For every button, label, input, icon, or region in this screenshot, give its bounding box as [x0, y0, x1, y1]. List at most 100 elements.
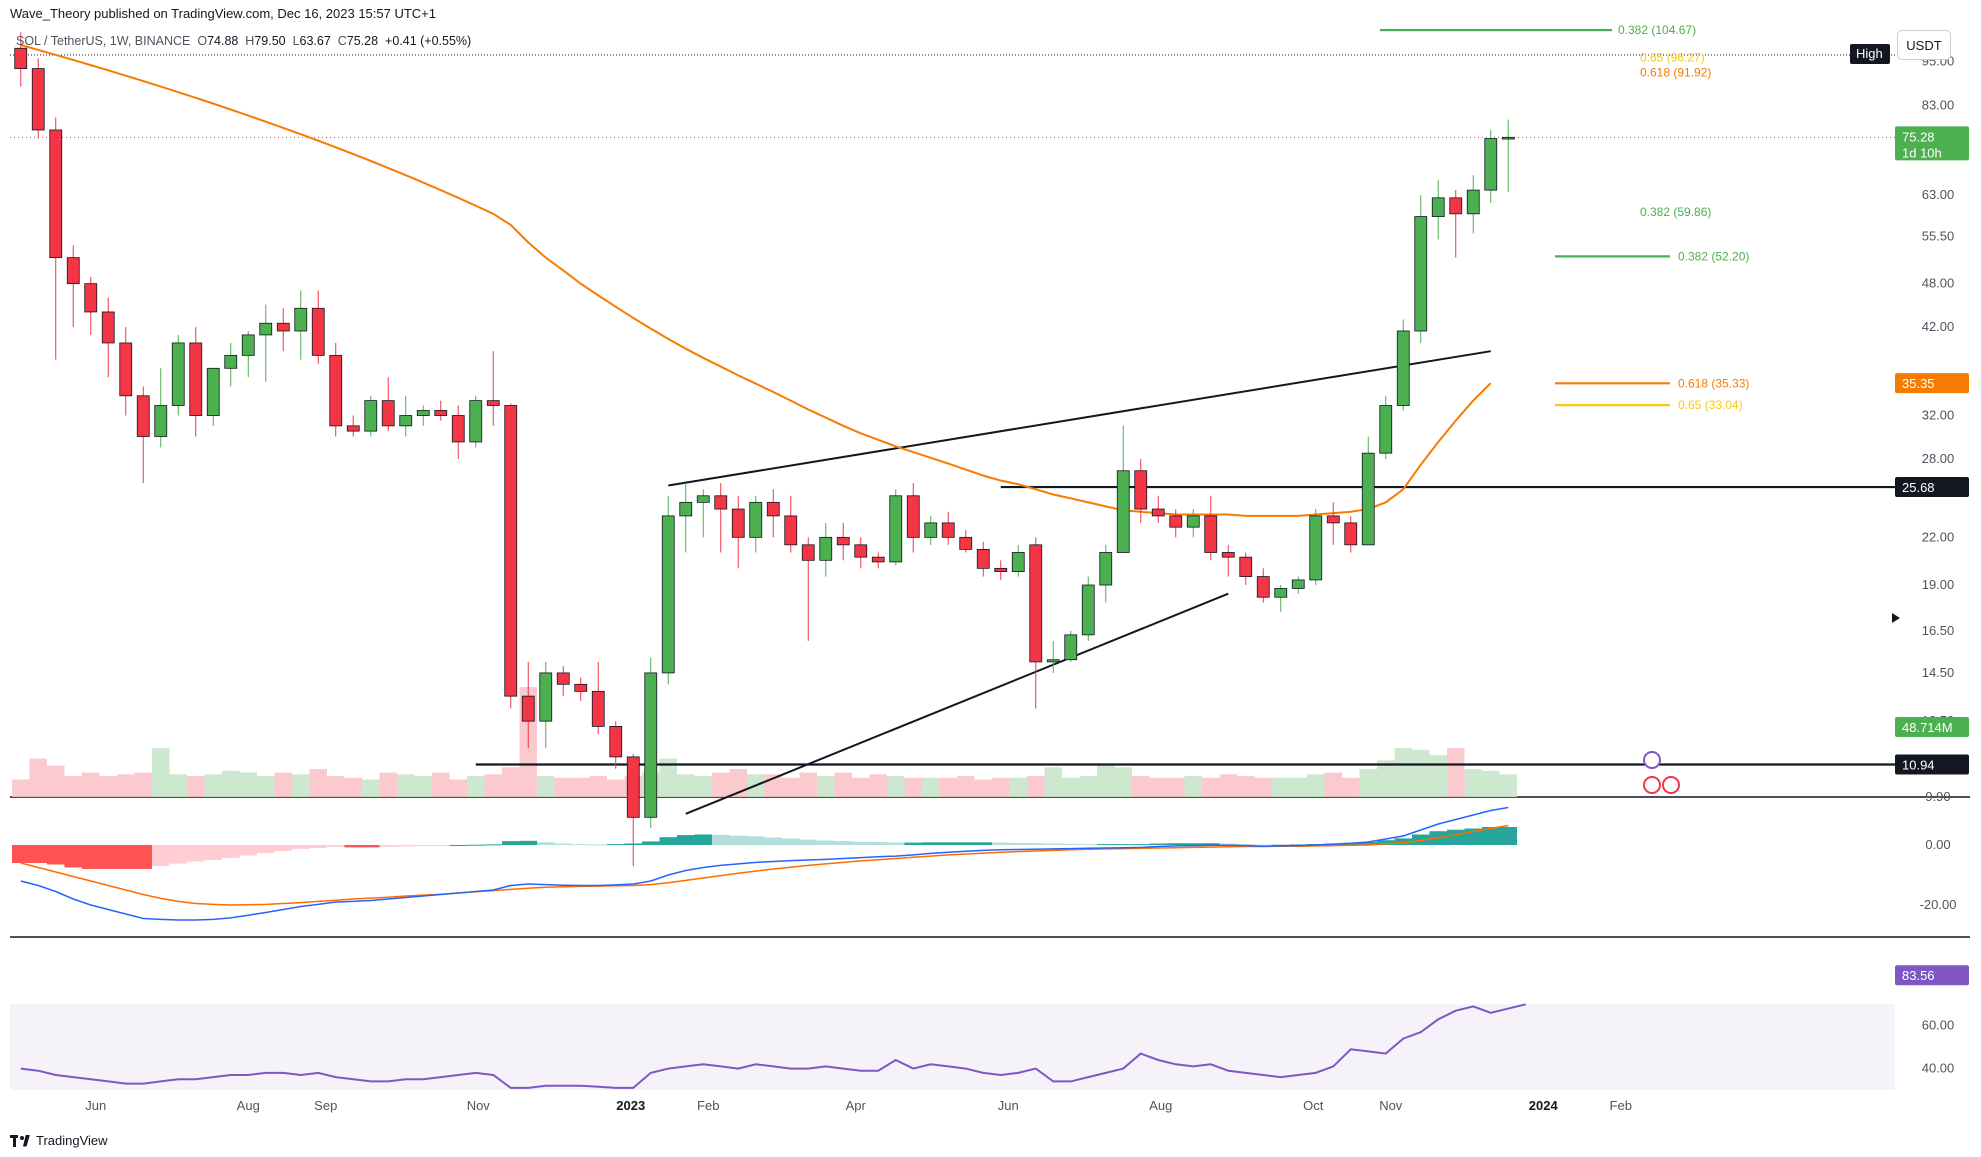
volume-bar	[1062, 777, 1080, 797]
volume-bar	[1044, 767, 1062, 797]
macd-histogram-bar	[432, 845, 450, 846]
currency-button[interactable]: USDT	[1897, 30, 1951, 60]
volume-bar	[1009, 777, 1027, 797]
volume-bar	[904, 777, 922, 797]
macd-histogram-bar	[362, 845, 380, 848]
macd-histogram-bar	[397, 845, 415, 847]
candle-body	[1449, 197, 1463, 215]
candle-body	[1186, 515, 1200, 528]
time-axis-tick: Jun	[998, 1098, 1019, 1113]
volume-bar	[344, 777, 362, 797]
candle-body	[626, 756, 640, 818]
volume-bar	[607, 779, 625, 797]
volume-bar	[817, 776, 835, 797]
macd-histogram-bar	[799, 839, 817, 845]
volume-bar	[1149, 777, 1167, 797]
volume-bar	[187, 776, 205, 797]
candle-body	[766, 501, 780, 517]
macd-histogram-bar	[957, 842, 975, 845]
macd-histogram-bar	[712, 834, 730, 845]
macd-histogram-bar	[1114, 844, 1132, 846]
candle-body	[311, 307, 325, 356]
candle-body	[574, 683, 588, 692]
macd-histogram-bar	[64, 845, 82, 868]
price-axis-tick: 48.00	[1922, 276, 1955, 291]
macd-axis-tick: 0.00	[1925, 837, 1950, 852]
volume-bar	[1377, 760, 1395, 797]
macd-histogram-bar	[642, 841, 660, 845]
volume-bar	[1447, 748, 1465, 797]
volume-bar	[659, 758, 677, 797]
candle-body	[1414, 216, 1428, 332]
level-upper-label-box	[1895, 477, 1969, 498]
symbol-name: SOL / TetherUS, 1W, BINANCE	[16, 34, 191, 48]
volume-bar	[834, 772, 852, 797]
fib-level-label: 0.65 (96.27)	[1640, 50, 1705, 64]
level-lower-label-box	[1895, 754, 1969, 775]
macd-histogram-bar	[519, 840, 537, 845]
candle-body	[889, 495, 903, 563]
volume-bar	[957, 776, 975, 797]
candle-body	[1274, 588, 1288, 598]
macd-histogram-bar	[677, 835, 695, 845]
price-axis-tick: 9.90	[1925, 789, 1950, 804]
macd-histogram-bar	[1079, 844, 1097, 846]
price-axis-tick: 16.50	[1922, 623, 1955, 638]
time-axis-tick: Nov	[467, 1098, 491, 1113]
volume-bar	[449, 779, 467, 797]
tradingview-logo: TradingView	[10, 1133, 108, 1148]
volume-bar	[1219, 774, 1237, 797]
volume-bar	[782, 777, 800, 797]
price-axis-tick: 32.00	[1922, 408, 1955, 423]
fib-level-label: 0.618 (91.92)	[1640, 65, 1711, 79]
volume-bar	[502, 767, 520, 797]
macd-histogram-bar	[1499, 827, 1517, 845]
macd-histogram-bar	[1044, 843, 1062, 845]
macd-histogram-bar	[344, 845, 362, 848]
price-axis-tick: 22.00	[1922, 529, 1955, 544]
candle-body	[539, 672, 553, 722]
macd-histogram-bar	[239, 845, 257, 856]
tradingview-brand: TradingView	[36, 1133, 108, 1148]
volume-bar	[12, 779, 30, 797]
time-axis-tick: 2024	[1529, 1098, 1559, 1113]
candle-body	[1064, 634, 1078, 661]
event-icon	[1643, 776, 1661, 794]
tradingview-logo-icon	[10, 1134, 30, 1147]
candle-body	[451, 415, 465, 443]
macd-histogram-bar	[764, 837, 782, 845]
volume-bar	[257, 776, 275, 797]
candle-body	[1029, 544, 1043, 663]
trendline	[668, 350, 1491, 487]
candle-body	[819, 536, 833, 561]
symbol-legend[interactable]: SOL / TetherUS, 1W, BINANCE O74.88 H79.5…	[16, 34, 471, 48]
time-axis-tick: Feb	[1610, 1098, 1632, 1113]
candle-body	[714, 495, 728, 510]
volume-bar	[1499, 774, 1517, 797]
macd-histogram-bar	[852, 841, 870, 845]
candle-body	[14, 47, 28, 69]
volume-value-label: 48.714M	[1902, 720, 1953, 735]
candle-body	[469, 400, 483, 443]
time-axis-tick: Oct	[1303, 1098, 1324, 1113]
volume-bar	[712, 772, 730, 797]
macd-histogram-bar	[1009, 842, 1027, 845]
candle-body	[661, 515, 675, 674]
volume-bar	[554, 777, 572, 797]
volume-bar	[1307, 774, 1325, 797]
candle-body	[84, 283, 98, 313]
volume-bar	[82, 772, 100, 797]
candle-body	[364, 400, 378, 432]
macd-histogram-bar	[869, 842, 887, 845]
price-axis-tick: 14.50	[1922, 665, 1955, 680]
macd-histogram-bar	[992, 842, 1010, 845]
volume-bar	[274, 772, 292, 797]
candle-body	[1239, 556, 1253, 577]
price-axis-tick: 42.00	[1922, 319, 1955, 334]
macd-histogram-bar	[222, 845, 240, 858]
macd-histogram-bar	[47, 845, 65, 865]
volume-bar	[1394, 748, 1412, 797]
volume-bar	[432, 772, 450, 797]
candle-body	[959, 536, 973, 550]
macd-histogram-bar	[292, 845, 310, 849]
